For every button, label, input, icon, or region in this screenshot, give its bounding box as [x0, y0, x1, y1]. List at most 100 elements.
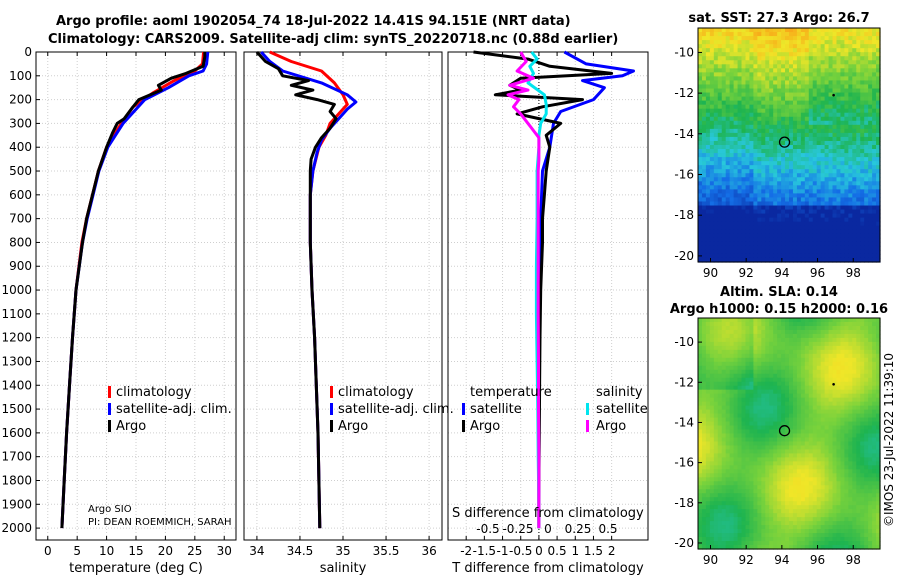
map-cell: [804, 469, 810, 474]
map-cell: [701, 209, 707, 215]
map-cell: [721, 477, 727, 482]
map-cell: [749, 369, 754, 375]
map-cell: [769, 333, 774, 339]
map-cell: [836, 136, 842, 142]
map-cell: [792, 205, 798, 211]
map-cell: [713, 349, 719, 355]
map-cell: [852, 44, 857, 49]
map-cell: [705, 421, 711, 427]
map-cell: [773, 120, 778, 126]
map-cell: [860, 433, 865, 439]
map-cell: [864, 333, 869, 339]
map-cell: [705, 48, 711, 53]
map-cell: [796, 433, 802, 439]
x-tick-label: -2: [460, 544, 472, 558]
map-cell: [836, 249, 842, 255]
map-cell: [709, 485, 715, 490]
map-cell: [741, 445, 747, 451]
map-cell: [808, 177, 814, 182]
map-cell: [844, 68, 849, 73]
map-cell: [792, 76, 798, 82]
map-cell: [717, 233, 723, 239]
map-cell: [848, 205, 853, 211]
map-cell: [864, 112, 869, 118]
map-cell: [721, 96, 727, 102]
map-cell: [725, 389, 731, 395]
map-cell: [828, 205, 834, 211]
map-cell: [836, 104, 842, 110]
map-cell: [749, 409, 754, 415]
map-cell: [737, 409, 743, 415]
map-cell: [737, 425, 743, 431]
map-cell: [777, 161, 782, 166]
map-cell: [781, 120, 786, 126]
map-cell: [816, 96, 822, 102]
map-cell: [701, 157, 707, 162]
map-cell: [757, 197, 762, 203]
map-cell: [761, 193, 766, 199]
map-cell: [741, 481, 747, 486]
map-cell: [848, 445, 853, 451]
map-cell: [725, 425, 731, 431]
map-cell: [701, 229, 707, 235]
map-cell: [781, 52, 786, 57]
map-cell: [729, 429, 735, 435]
map-cell: [840, 217, 845, 223]
map-cell: [781, 385, 786, 391]
map-cell: [816, 140, 822, 146]
map-cell: [785, 373, 790, 379]
map-cell: [836, 40, 842, 45]
map-cell: [820, 76, 826, 82]
map-cell: [761, 237, 766, 243]
map-cell: [781, 140, 786, 146]
map-cell: [836, 469, 842, 474]
map-cell: [741, 177, 747, 182]
map-cell: [741, 116, 747, 122]
map-cell: [765, 225, 770, 231]
map-cell: [804, 88, 810, 94]
map-cell: [761, 345, 766, 351]
map-cell: [753, 185, 758, 190]
map-cell: [812, 469, 818, 474]
map-cell: [777, 221, 782, 227]
map-cell: [737, 116, 743, 122]
map-cell: [848, 409, 853, 415]
map-cell: [816, 329, 822, 335]
map-cell: [876, 217, 881, 223]
map-cell: [828, 229, 834, 235]
map-cell: [717, 385, 723, 391]
map-cell: [816, 237, 822, 243]
map-cell: [832, 461, 838, 466]
depth-tick-label: 1900: [1, 497, 32, 511]
map-cell: [856, 369, 861, 375]
map-cell: [698, 485, 703, 490]
map-cell: [717, 349, 723, 355]
map-cell: [777, 337, 782, 343]
map-cell: [769, 389, 774, 395]
map-cell: [698, 401, 703, 407]
map-cell: [828, 88, 834, 94]
map-cell: [717, 225, 723, 231]
map-cell: [781, 397, 786, 403]
map-cell: [868, 140, 873, 146]
map-cell: [705, 465, 711, 470]
map-cell: [844, 108, 849, 114]
map-cell: [824, 353, 830, 359]
map-cell: [705, 40, 711, 45]
map-cell: [876, 373, 881, 379]
map-cell: [701, 341, 707, 347]
map-cell: [745, 225, 751, 231]
map-cell: [785, 457, 790, 462]
map-cell: [792, 209, 798, 215]
map-cell: [876, 465, 881, 470]
map-cell: [848, 40, 853, 45]
map-cell: [808, 149, 814, 154]
map-cell: [765, 381, 770, 387]
map-cell: [781, 441, 786, 447]
map-cell: [812, 401, 818, 407]
map-cell: [741, 381, 747, 387]
map-cell: [753, 245, 758, 251]
map-cell: [812, 365, 818, 371]
map-cell: [777, 173, 782, 178]
